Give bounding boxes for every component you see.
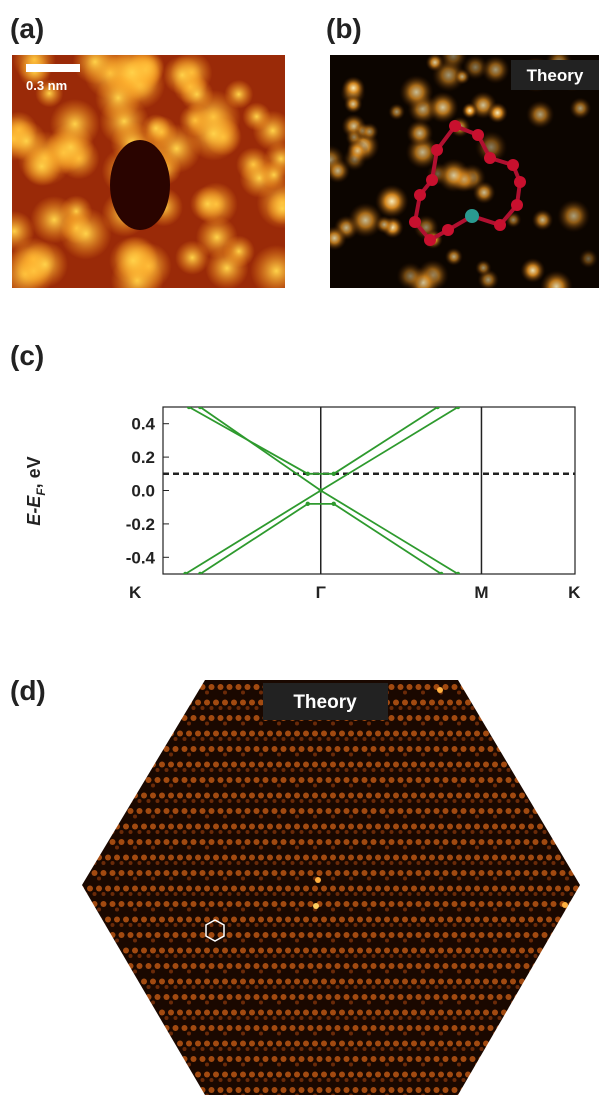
y-tick-label: -0.4 (126, 548, 156, 567)
blob (406, 120, 433, 147)
blob (343, 147, 367, 171)
blob (540, 270, 573, 303)
y-axis-label-unit: , eV (24, 456, 44, 488)
band-line (189, 407, 438, 474)
band-point (183, 572, 187, 576)
blob (454, 69, 470, 85)
panel-label: (a) (10, 13, 44, 44)
blob (180, 77, 214, 111)
panel-label: (b) (326, 13, 362, 44)
blob (462, 103, 478, 119)
tag: Theory (293, 692, 357, 713)
blob (439, 42, 467, 70)
blob (569, 97, 591, 119)
blob (360, 123, 378, 141)
blob (142, 114, 171, 143)
blob (259, 160, 288, 189)
band-point (198, 405, 202, 409)
x-tick-label: M (474, 583, 488, 602)
blob (250, 245, 302, 297)
x-tick-label: K (129, 583, 142, 602)
blob (396, 262, 424, 290)
blob (520, 258, 545, 283)
blob (437, 158, 471, 192)
blob (473, 181, 496, 204)
blob (22, 241, 69, 288)
band-point (456, 405, 460, 409)
blob (487, 102, 508, 123)
band-point (306, 502, 310, 506)
blob (475, 260, 491, 276)
band-point (439, 572, 443, 576)
y-axis-label: E-EF, eV (24, 456, 48, 525)
blob (266, 192, 298, 224)
x-tick-label: K (568, 583, 581, 602)
blob (190, 186, 226, 222)
y-tick-label: -0.2 (126, 515, 155, 534)
y-tick-label: 0.2 (131, 448, 155, 467)
band-point (319, 488, 323, 492)
y-tick-label: 0.4 (131, 415, 155, 434)
panel-label: (c) (10, 340, 44, 371)
blob (196, 216, 238, 258)
blob (375, 216, 393, 234)
blob (109, 237, 157, 285)
blob (50, 99, 100, 149)
blob (579, 249, 598, 268)
blob (322, 226, 347, 251)
scale-bar (26, 64, 80, 72)
blob (6, 120, 47, 161)
blob (95, 75, 141, 121)
band-point (332, 502, 336, 506)
band-point (435, 405, 439, 409)
y-tick-label: 0.0 (131, 482, 155, 501)
blob (342, 76, 366, 100)
blob (445, 248, 463, 266)
band-point (456, 572, 460, 576)
y-axis-label-main: E-E (24, 495, 44, 526)
blob (388, 103, 405, 120)
blob (481, 55, 510, 84)
figure: (a) (b) (c) (d) 0.3 nm Theory Theory E-E… (0, 0, 601, 1106)
band-point (306, 472, 310, 476)
bands (183, 405, 460, 576)
blob (532, 209, 554, 231)
blob (427, 92, 459, 124)
blob (187, 107, 241, 161)
scale-label: 0.3 nm (26, 78, 67, 93)
tag: Theory (527, 66, 584, 85)
blob (526, 100, 554, 128)
blob (30, 196, 78, 244)
band-point (198, 572, 202, 576)
x-tick-label: Γ (316, 583, 326, 602)
band-point (332, 472, 336, 476)
blob (242, 102, 271, 131)
blob (224, 80, 253, 109)
theory-image (82, 680, 580, 1095)
band-point (187, 405, 191, 409)
panel-label: (d) (10, 675, 46, 706)
blob (557, 199, 590, 232)
